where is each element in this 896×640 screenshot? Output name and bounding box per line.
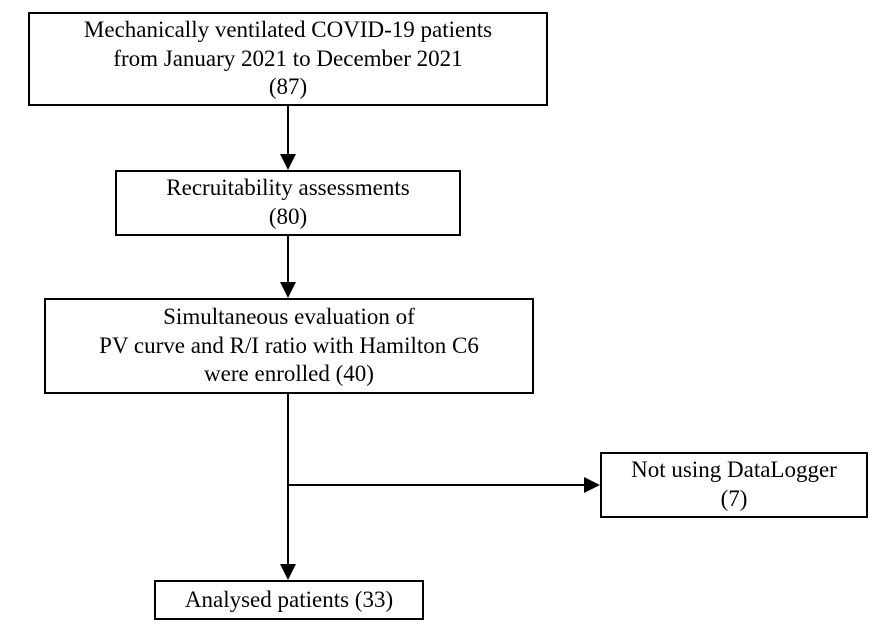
node-text: Simultaneous evaluation of PV curve and … bbox=[99, 303, 479, 389]
node-text: Recruitability assessments (80) bbox=[166, 174, 409, 232]
flow-node-exclusion: Not using DataLogger (7) bbox=[600, 452, 868, 518]
node-text: Mechanically ventilated COVID-19 patient… bbox=[84, 16, 492, 102]
flowchart-canvas: Mechanically ventilated COVID-19 patient… bbox=[0, 0, 896, 640]
flow-node-cohort: Mechanically ventilated COVID-19 patient… bbox=[28, 12, 548, 106]
node-text: Analysed patients (33) bbox=[185, 586, 393, 615]
flow-node-analysed: Analysed patients (33) bbox=[154, 580, 424, 620]
flow-node-simultaneous-eval: Simultaneous evaluation of PV curve and … bbox=[44, 298, 534, 394]
flow-node-recruitability: Recruitability assessments (80) bbox=[115, 170, 461, 236]
node-text: Not using DataLogger (7) bbox=[631, 456, 837, 514]
